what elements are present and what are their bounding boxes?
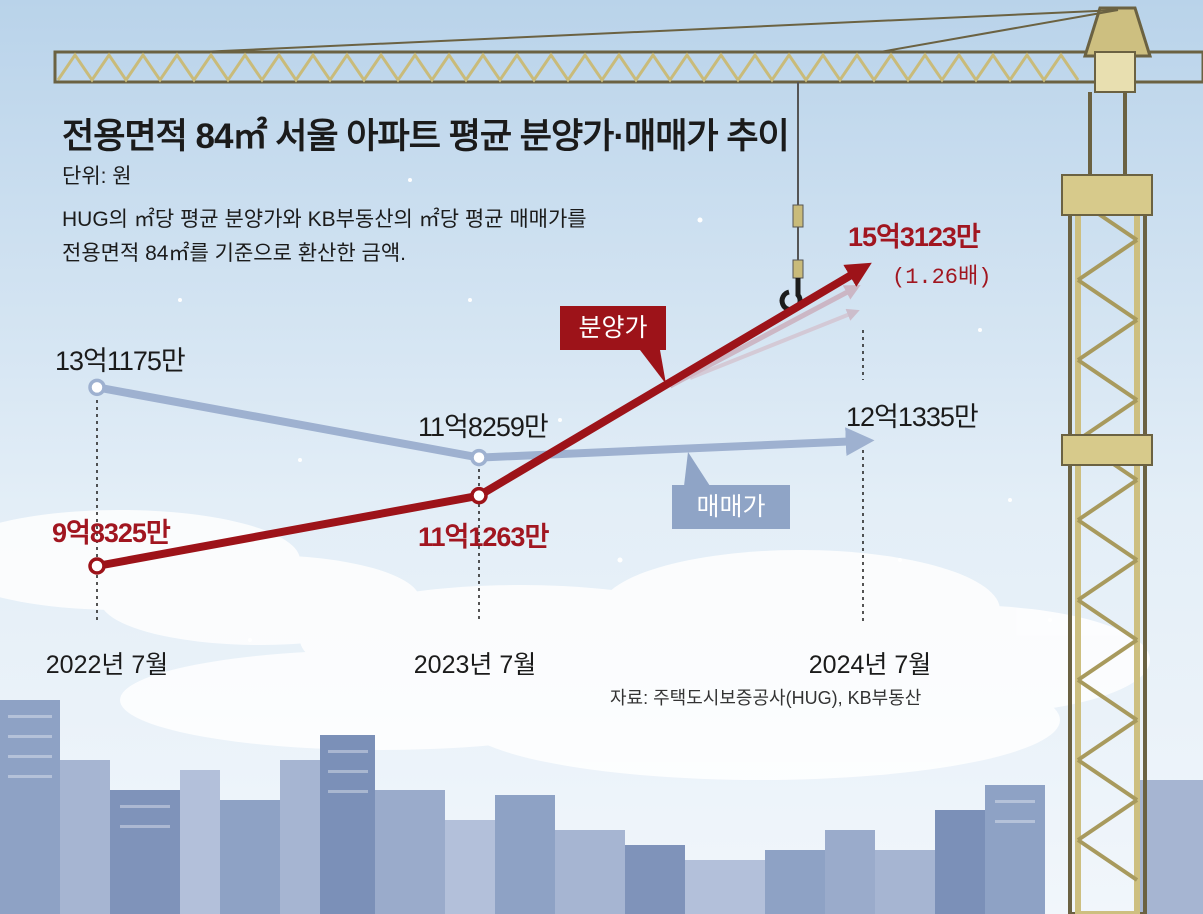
ratio-annotation: (1.26배) <box>892 265 992 290</box>
snowflakes <box>178 178 1052 642</box>
data-label-market-2022: 13억1175만 <box>55 346 186 376</box>
tower-crane <box>53 6 1203 914</box>
chart-title: 전용면적 84㎡ 서울 아파트 평균 분양가·매매가 추이 <box>62 117 790 156</box>
data-label-market-2023: 11억8259만 <box>418 412 549 442</box>
x-tick-2023: 2023년 7월 <box>413 651 537 679</box>
series-layer <box>88 262 875 575</box>
city-skyline <box>0 700 1203 914</box>
data-label-sale-2024: 15억3123만 <box>848 222 981 252</box>
guide-lines <box>96 330 864 625</box>
data-label-sale-2023: 11억1263만 <box>418 522 549 552</box>
tag-pointers <box>640 350 710 486</box>
market-point-0 <box>88 378 106 397</box>
clouds <box>0 510 1150 780</box>
legend-tag-sale: 분양가 <box>560 306 666 350</box>
legend-tag-market: 매매가 <box>672 485 790 529</box>
description-line-2: 전용면적 84㎡를 기준으로 환산한 금액. <box>62 242 407 265</box>
sale-point-0 <box>88 557 106 575</box>
description-line-1: HUG의 ㎡당 평균 분양가와 KB부동산의 ㎡당 평균 매매가를 <box>62 208 587 231</box>
x-tick-2024: 2024년 7월 <box>808 651 932 679</box>
sale-point-1 <box>470 486 488 505</box>
sale-trail-arrow-2 <box>689 308 860 380</box>
sale-trail-arrow-1 <box>668 285 861 389</box>
source-note: 자료: 주택도시보증공사(HUG), KB부동산 <box>610 688 922 708</box>
x-tick-2022: 2022년 7월 <box>45 651 169 679</box>
data-label-market-2024: 12억1335만 <box>846 402 979 432</box>
data-label-sale-2022: 9억8325만 <box>52 518 171 548</box>
market-point-1 <box>470 448 488 467</box>
unit-label: 단위: 원 <box>62 165 132 188</box>
